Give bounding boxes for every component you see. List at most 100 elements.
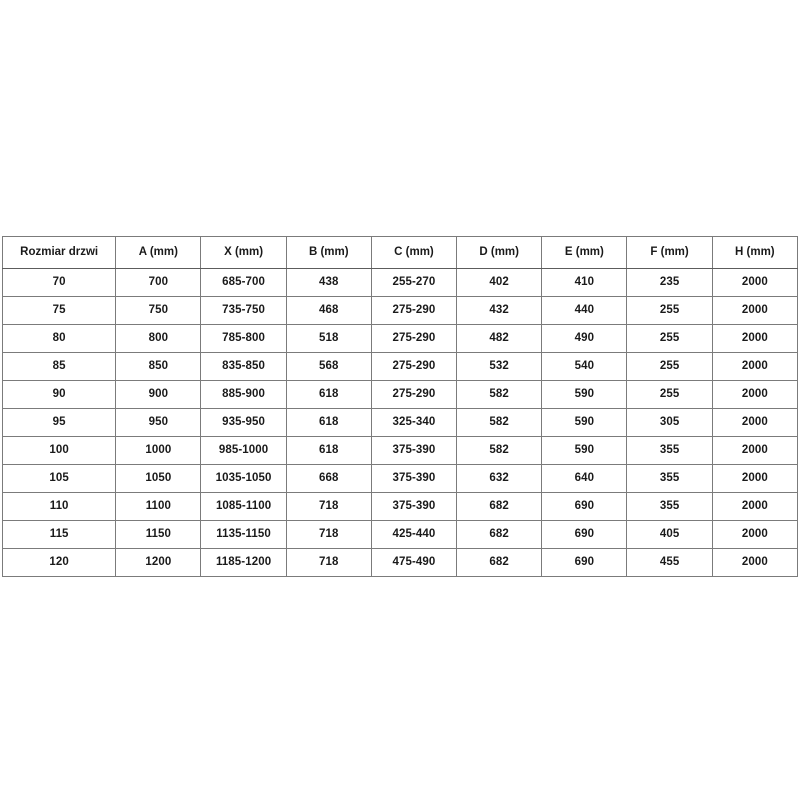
cell-value: 235 [626,268,713,297]
table-row: 85 850 835-850 568 275-290 532 540 255 2000 [1,352,799,381]
cell-value: 618 [285,436,372,465]
cell-value: 402 [456,268,543,297]
cell-value: 275-290 [370,380,458,409]
cell-value: 255 [626,324,713,353]
cell-value: 275-290 [370,352,458,381]
cell-value: 255 [626,380,713,409]
table-body: 70 700 685-700 438 255-270 402 410 235 2000 75 750… [1,268,799,577]
table-row: 110 1100 1085-1100 718 375-390 682 690 355 2000 [1,492,799,521]
cell-value: 985-1000 [200,436,287,465]
cell-value: 532 [456,352,543,381]
cell-door-size: 110 [1,492,117,521]
cell-value: 2000 [711,408,799,437]
cell-value: 618 [285,408,372,437]
cell-value: 800 [115,324,202,353]
cell-value: 835-850 [200,352,287,381]
cell-value: 718 [285,520,372,549]
cell-value: 590 [541,380,628,409]
column-header-6: E (mm) [541,236,628,269]
cell-value: 682 [456,520,543,549]
cell-value: 410 [541,268,628,297]
cell-value: 690 [541,520,628,549]
column-header-7: F (mm) [626,236,713,269]
cell-value: 1100 [115,492,202,521]
cell-value: 518 [285,324,372,353]
cell-value: 640 [541,464,628,493]
cell-door-size: 85 [1,352,117,381]
cell-value: 582 [456,380,543,409]
cell-value: 582 [456,436,543,465]
cell-value: 935-950 [200,408,287,437]
column-header-4: C (mm) [370,236,458,269]
table-row: 75 750 735-750 468 275-290 432 440 255 2000 [1,296,799,325]
cell-door-size: 100 [1,436,117,465]
cell-value: 2000 [711,492,799,521]
cell-value: 355 [626,436,713,465]
cell-value: 275-290 [370,296,458,325]
cell-value: 568 [285,352,372,381]
cell-value: 490 [541,324,628,353]
cell-door-size: 115 [1,520,117,549]
cell-value: 1150 [115,520,202,549]
cell-value: 2000 [711,296,799,325]
column-header-3: B (mm) [285,236,372,269]
column-header-8: H (mm) [711,236,799,269]
cell-value: 482 [456,324,543,353]
cell-value: 2000 [711,380,799,409]
cell-value: 455 [626,548,713,577]
cell-value: 1050 [115,464,202,493]
cell-value: 475-490 [370,548,458,577]
cell-value: 590 [541,408,628,437]
table-row: 95 950 935-950 618 325-340 582 590 305 2000 [1,408,799,437]
cell-value: 255 [626,352,713,381]
cell-value: 2000 [711,352,799,381]
cell-value: 735-750 [200,296,287,325]
cell-value: 632 [456,464,543,493]
cell-value: 255 [626,296,713,325]
dimensions-table-container: Rozmiar drzwi A (mm) X (mm) B (mm) C (mm) D (… [1,236,799,577]
cell-value: 850 [115,352,202,381]
cell-value: 440 [541,296,628,325]
cell-door-size: 105 [1,464,117,493]
cell-value: 668 [285,464,372,493]
cell-value: 2000 [711,324,799,353]
cell-value: 375-390 [370,492,458,521]
table-row: 105 1050 1035-1050 668 375-390 632 640 355 2000 [1,464,799,493]
cell-value: 900 [115,380,202,409]
column-header-5: D (mm) [456,236,543,269]
cell-value: 785-800 [200,324,287,353]
cell-value: 2000 [711,436,799,465]
cell-value: 1035-1050 [200,464,287,493]
cell-value: 425-440 [370,520,458,549]
cell-value: 375-390 [370,464,458,493]
cell-value: 590 [541,436,628,465]
cell-value: 275-290 [370,324,458,353]
cell-value: 950 [115,408,202,437]
cell-value: 2000 [711,268,799,297]
cell-door-size: 90 [1,380,117,409]
column-header-0: Rozmiar drzwi [1,236,117,269]
cell-value: 682 [456,548,543,577]
cell-value: 255-270 [370,268,458,297]
cell-value: 718 [285,492,372,521]
cell-value: 2000 [711,464,799,493]
cell-value: 1085-1100 [200,492,287,521]
cell-value: 690 [541,492,628,521]
cell-door-size: 95 [1,408,117,437]
cell-value: 690 [541,548,628,577]
cell-value: 355 [626,464,713,493]
cell-value: 2000 [711,548,799,577]
cell-value: 355 [626,492,713,521]
column-header-2: X (mm) [200,236,287,269]
cell-value: 1135-1150 [200,520,287,549]
cell-value: 682 [456,492,543,521]
cell-value: 540 [541,352,628,381]
table-row: 80 800 785-800 518 275-290 482 490 255 2000 [1,324,799,353]
cell-value: 1000 [115,436,202,465]
cell-value: 305 [626,408,713,437]
cell-value: 718 [285,548,372,577]
cell-value: 1185-1200 [200,548,287,577]
table-header: Rozmiar drzwi A (mm) X (mm) B (mm) C (mm) D (… [1,236,799,269]
cell-value: 2000 [711,520,799,549]
table-row: 90 900 885-900 618 275-290 582 590 255 2000 [1,380,799,409]
